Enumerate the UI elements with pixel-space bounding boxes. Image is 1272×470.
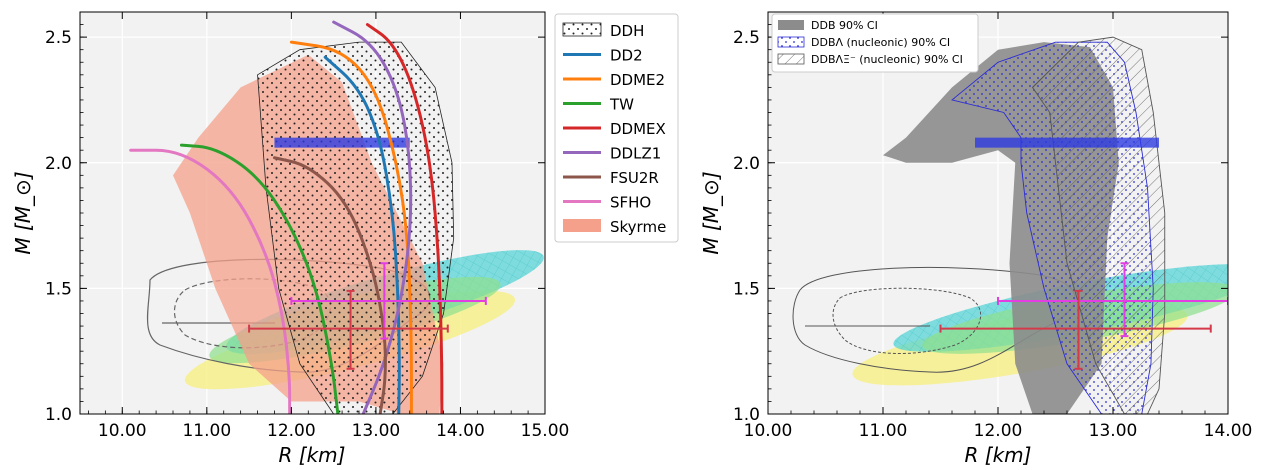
y-tick-label: 2.0 [45,154,72,174]
legend-label: DD2 [610,47,643,65]
left-ticks: 10.00 11.00 12.00 13.00 14.00 15.00 1.0 1.5 2.0 2… [45,11,570,441]
x-tick-label: 12.00 [974,421,1023,441]
legend2-label: DDBΛ (nucleonic) 90% CI [811,36,950,49]
series-fsu2r-line [272,156,387,414]
right-ylabel: M [M_⊙] [699,171,723,254]
y-tick-label: 1.0 [733,405,760,425]
left-chart-panel: 10.00 11.00 12.00 13.00 14.00 15.00 1.0 1.5 2.0 2… [11,11,570,467]
ddh-region [257,41,455,414]
right-legend-box [771,13,979,73]
y-tick-label: 2.0 [733,154,760,174]
left-errorbars [248,262,487,370]
series-ddmex-line [365,23,444,414]
legend-label: SFHO [610,194,651,212]
x-tick-label: 14.00 [1204,421,1253,441]
legend-ddh-swatch [562,22,602,37]
legend-label: DDH [610,22,644,40]
left-ylabel: M [M_⊙] [11,171,35,254]
legend2-swatch [778,20,804,30]
x-tick-label: 11.00 [182,421,231,441]
y-tick-label: 2.5 [45,28,72,48]
left-legend: DDH DD2 DDME2 TW DDMEX DDLZ1 FSU2R SFHO Skyrme [554,13,679,243]
right-legend: DDB 90% CI DDBΛ (nucleonic) 90% CI DDBΛΞ⁻ … [771,13,979,73]
legend-label: TW [609,96,634,114]
x-tick-label: 10.00 [744,421,793,441]
right-xlabel: R [km] [965,443,1032,467]
series-ddme2-line [289,40,413,414]
legend-label: FSU2R [610,169,659,187]
series-ddlz1-line [332,20,413,414]
x-tick-label: 13.00 [352,421,401,441]
y-tick-label: 1.5 [733,279,760,299]
legend-label: DDLZ1 [610,145,661,163]
legend2-label: DDBΛΞ⁻ (nucleonic) 90% CI [811,53,963,66]
right-chart-panel: 10.00 11.00 12.00 13.00 14.00 1.0 1.5 2.0 2.5 R … [699,11,1253,467]
series-dd2-line [323,55,401,414]
x-tick-label: 10.00 [98,421,147,441]
x-tick-label: 12.00 [267,421,316,441]
legend2-swatch [777,36,805,48]
y-tick-label: 2.5 [733,28,760,48]
mass-band [975,137,1159,148]
contour-dashed-2 [832,287,982,355]
series-sfho-line [129,148,292,414]
right-regions [883,36,1166,414]
right-errorbars [939,262,1228,370]
left-series-lines [129,20,444,414]
legend2-swatch [777,53,805,65]
y-tick-label: 1.0 [45,405,72,425]
legend2-label: DDB 90% CI [811,19,878,32]
x-tick-label: 11.00 [859,421,908,441]
x-tick-label: 13.00 [1089,421,1138,441]
left-gw-band [274,137,410,148]
legend-label: DDMEX [610,120,666,138]
series-tw-line [179,143,340,414]
x-tick-label: 14.00 [436,421,485,441]
ddblx-region [1031,36,1166,414]
legend-label: DDME2 [610,71,665,89]
mass-band [274,137,410,148]
left-legend-box [554,13,679,243]
right-gw-band [975,137,1159,148]
right-ticks: 10.00 11.00 12.00 13.00 14.00 1.0 1.5 2.0 2.5 [733,11,1253,441]
legend-label: Skyrme [610,218,666,236]
y-tick-label: 1.5 [45,279,72,299]
x-tick-label: 15.00 [521,421,570,441]
left-xlabel: R [km] [279,443,346,467]
legend-skyrme-swatch [563,219,601,232]
left-regions [173,41,455,414]
